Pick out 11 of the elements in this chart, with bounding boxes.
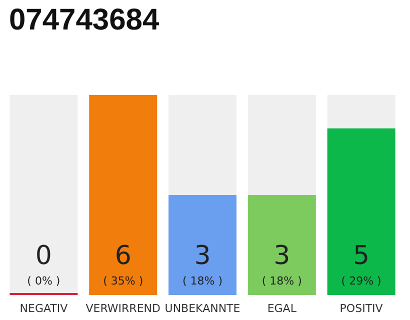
x-tick-label: VERWIRREND — [86, 302, 160, 315]
data-label: 6 ( 35% ) — [103, 241, 144, 288]
data-label: 3 ( 18% ) — [262, 241, 302, 288]
data-label: 3 ( 18% ) — [182, 241, 223, 288]
x-tick-label: UNBEKANNTE — [164, 302, 240, 315]
x-tick-label: NEGATIV — [20, 302, 68, 315]
data-label: 0 ( 0% ) — [27, 241, 60, 288]
x-tick-label: EGAL — [267, 302, 298, 315]
x-tick-label: POSITIV — [340, 302, 384, 315]
chart-title: 074743684 — [9, 4, 160, 36]
data-label: 5 ( 29% ) — [341, 241, 382, 288]
